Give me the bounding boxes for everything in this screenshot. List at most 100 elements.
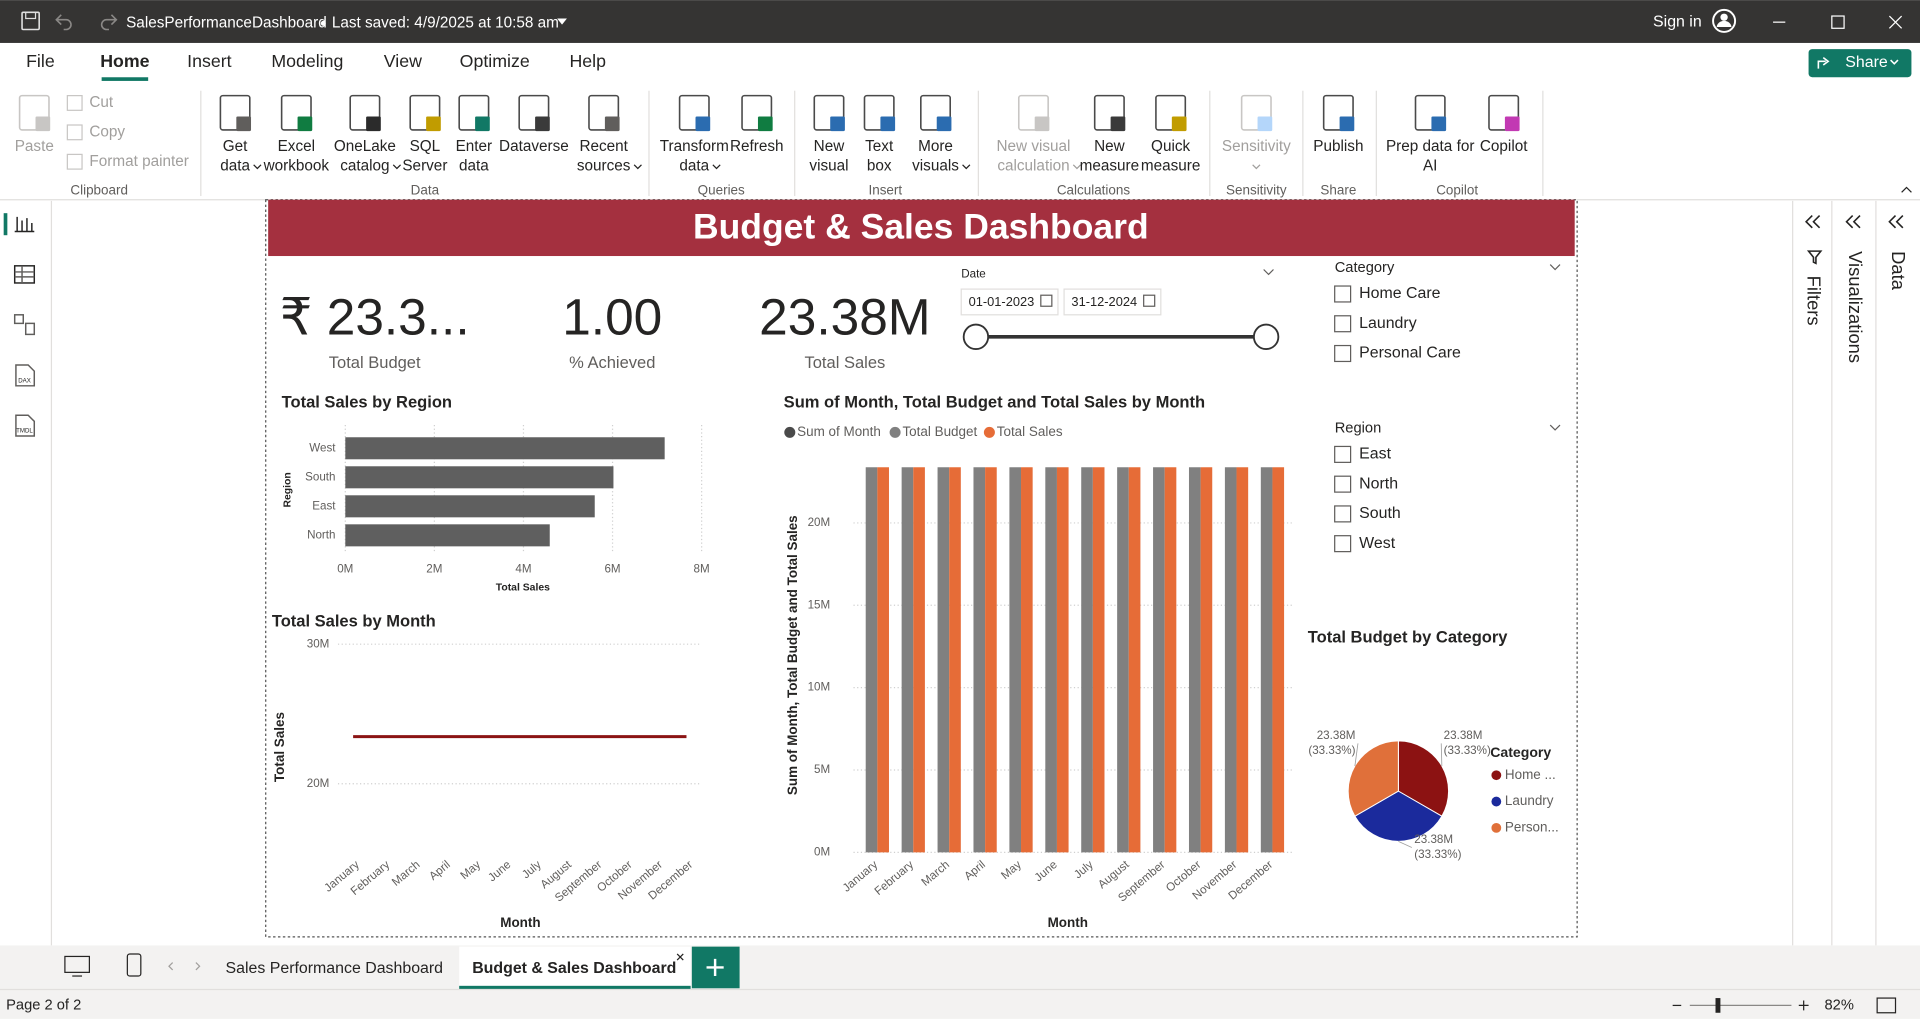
mobile-layout-icon[interactable] [126, 953, 142, 977]
slicer-item[interactable]: North [1359, 475, 1398, 492]
desktop-layout-icon[interactable] [64, 955, 90, 973]
visualizations-expand[interactable] [1845, 215, 1861, 229]
ribbon-button[interactable]: AI [1423, 158, 1437, 175]
table-view-icon[interactable] [13, 265, 36, 284]
redo-icon[interactable] [100, 14, 118, 31]
ribbon-button[interactable]: Copilot [1480, 138, 1528, 155]
ribbon-button[interactable]: Prep data for [1386, 138, 1474, 155]
zoom-in[interactable] [1798, 1000, 1809, 1011]
ribbon-button[interactable]: Get [223, 138, 248, 155]
data-expand[interactable] [1888, 215, 1904, 229]
page-tab-bg[interactable] [213, 946, 458, 990]
ribbon-button[interactable]: Quick [1151, 138, 1190, 155]
ribbon-button[interactable]: visual [809, 158, 848, 175]
slicer-item[interactable]: South [1359, 505, 1401, 522]
ribbon-button[interactable]: Format painter [89, 153, 188, 170]
date-input[interactable] [960, 288, 1059, 316]
ribbon-button[interactable]: Transform [660, 138, 729, 155]
ribbon-button[interactable]: Recent [579, 138, 628, 155]
ribbon-button[interactable]: Sensitivity [1222, 138, 1291, 155]
pane-title[interactable]: Visualizations [1845, 251, 1866, 363]
undo-icon[interactable] [55, 14, 72, 31]
sign-in[interactable]: Sign in [1653, 13, 1702, 30]
checkbox[interactable] [1334, 445, 1352, 463]
ribbon-button[interactable]: data [459, 158, 489, 175]
tmdl-view-icon[interactable] [15, 414, 36, 437]
slicer-item[interactable]: Laundry [1359, 315, 1417, 332]
page-scroll-arrows[interactable] [168, 962, 201, 971]
ribbon-button[interactable]: calculation [997, 158, 1069, 175]
ribbon-button[interactable]: Publish [1313, 138, 1363, 155]
ribbon-button[interactable]: sources [577, 158, 631, 175]
ribbon-button[interactable]: Text [865, 138, 894, 155]
maximize-button[interactable] [1831, 15, 1845, 29]
checkbox[interactable] [1334, 344, 1352, 363]
checkbox[interactable] [1334, 315, 1352, 333]
ribbon-button[interactable]: SQL [410, 138, 441, 155]
share-button[interactable]: Share [1845, 54, 1888, 71]
ribbon-button[interactable]: workbook [263, 158, 330, 175]
share-button-bg[interactable] [1808, 49, 1912, 78]
ribbon-button[interactable]: Excel [278, 138, 315, 155]
dax-view-icon[interactable] [15, 364, 36, 387]
ribbon-button[interactable]: visuals [912, 158, 959, 175]
share-icon [1817, 57, 1830, 69]
ribbon-button[interactable]: Refresh [730, 138, 784, 155]
ribbon-button[interactable]: OneLake [334, 138, 396, 155]
ribbon-button[interactable]: Enter [456, 138, 493, 155]
checkbox[interactable] [1334, 475, 1352, 493]
date-input[interactable] [1063, 288, 1162, 316]
slicer-item[interactable]: West [1359, 535, 1396, 552]
column [1128, 467, 1141, 853]
filters-expand[interactable] [1804, 215, 1821, 229]
collapse-ribbon[interactable] [1901, 186, 1912, 193]
ribbon-button[interactable]: New [814, 138, 846, 155]
ribbon-button[interactable]: Server [402, 158, 447, 175]
checkbox[interactable] [1334, 535, 1352, 553]
menu-tab[interactable]: File [26, 51, 55, 71]
ribbon-button[interactable]: measure [1141, 158, 1201, 175]
slicer-item[interactable]: Home Care [1359, 285, 1440, 302]
pane-title[interactable]: Filters [1803, 276, 1824, 326]
ribbon-button[interactable]: data [679, 158, 709, 175]
pane-title[interactable]: Data [1888, 251, 1909, 291]
menu-tab[interactable]: View [384, 51, 422, 71]
close-page-tab[interactable] [676, 953, 684, 961]
fit-to-page[interactable] [1876, 997, 1897, 1014]
ribbon-button[interactable]: New visual [996, 138, 1070, 155]
report-view-icon[interactable] [14, 216, 35, 233]
ribbon-button[interactable]: catalog [340, 158, 389, 175]
date-value[interactable]: 31-12-2024 [1071, 294, 1137, 309]
ribbon-button[interactable]: Paste [15, 138, 54, 155]
close-button[interactable] [1888, 15, 1903, 29]
menu-tab[interactable]: Help [569, 51, 606, 71]
ribbon-button[interactable]: box [867, 158, 892, 175]
slicer-item[interactable]: Personal Care [1359, 345, 1461, 362]
ribbon-button[interactable]: New [1094, 138, 1126, 155]
checkbox[interactable] [1334, 505, 1352, 523]
range-handle[interactable] [962, 323, 990, 351]
column [1009, 467, 1022, 853]
ribbon-button[interactable]: Dataverse [499, 138, 569, 155]
checkbox[interactable] [1334, 285, 1352, 303]
ribbon-button[interactable]: data [220, 158, 250, 175]
ribbon-button[interactable]: More [918, 138, 953, 155]
ribbon-button[interactable]: Copy [89, 123, 125, 140]
model-view-icon[interactable] [13, 314, 24, 325]
menu-tab[interactable]: Modeling [271, 51, 343, 71]
range-handle[interactable] [1252, 323, 1280, 351]
date-value[interactable]: 01-01-2023 [969, 294, 1035, 309]
zoom-thumb[interactable] [1715, 998, 1721, 1013]
menu-tab[interactable]: Home [100, 51, 149, 71]
title-dropdown[interactable] [557, 18, 567, 25]
page-tab[interactable]: Budget & Sales Dashboard [472, 960, 676, 977]
menu-tab[interactable]: Optimize [460, 51, 530, 71]
ribbon-button[interactable]: Cut [89, 94, 114, 111]
menu-tab[interactable]: Insert [187, 51, 231, 71]
page-tab[interactable]: Sales Performance Dashboard [226, 960, 444, 977]
account-icon[interactable] [1712, 8, 1737, 33]
ribbon-button[interactable]: measure [1080, 158, 1140, 175]
column [937, 467, 950, 853]
slicer-item[interactable]: East [1359, 446, 1391, 463]
active-page-tab-bg[interactable] [459, 946, 691, 990]
